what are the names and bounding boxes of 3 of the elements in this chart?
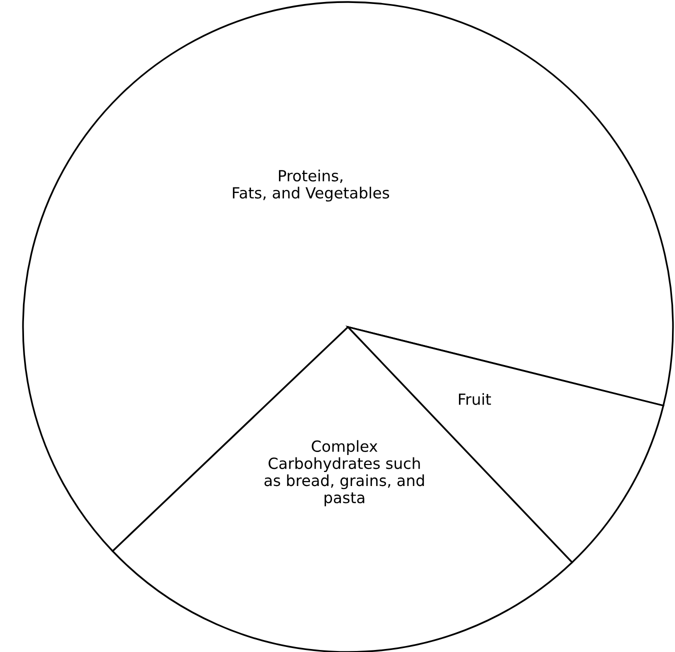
slice-label: Proteins, Fats, and Vegetables (232, 170, 390, 202)
slice-label: Fruit (458, 393, 491, 405)
slice-label: Complex Carbohydrates such as bread, grains, and pasta (264, 440, 424, 506)
